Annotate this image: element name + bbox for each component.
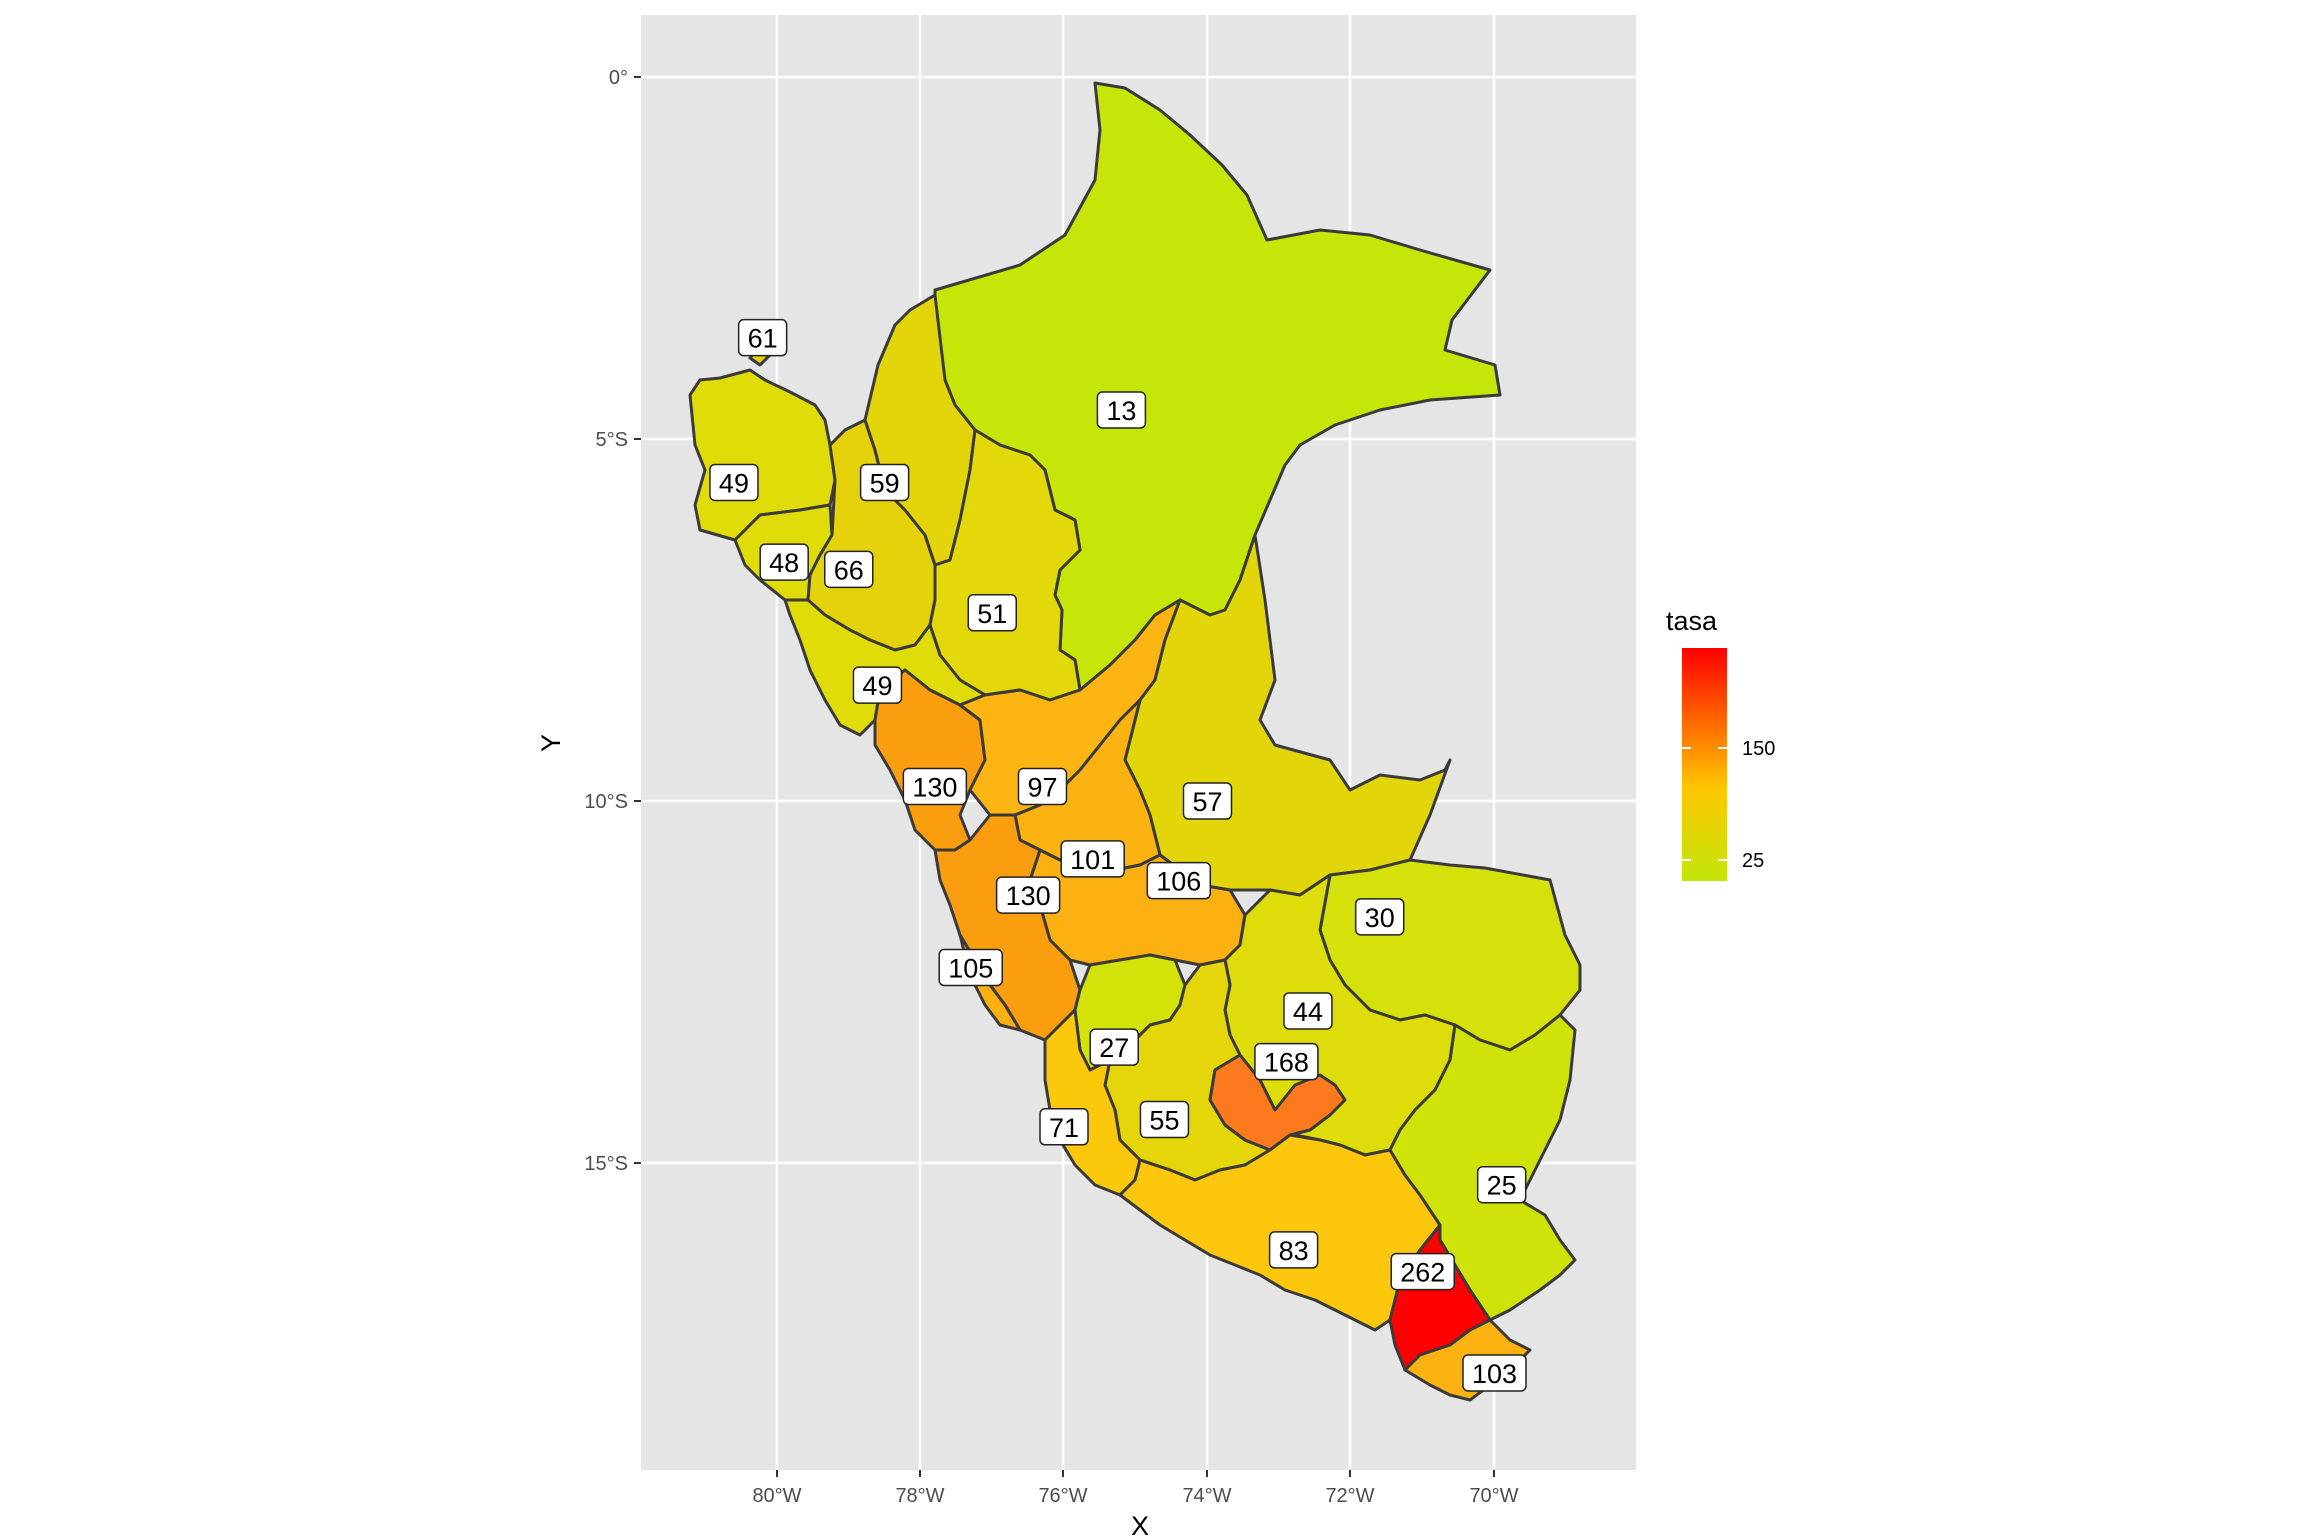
region-value-label: 51 (967, 594, 1017, 632)
region-value-label: 61 (737, 318, 788, 357)
region-value-text: 49 (719, 468, 749, 498)
region-value-label: 101 (1060, 840, 1125, 878)
region-value-box (1039, 1108, 1089, 1146)
x-axis-title: X (1131, 1511, 1149, 1536)
axis-ticks (634, 76, 1495, 1477)
y-tick-label: 10°S (584, 791, 628, 813)
region-value-text: 48 (769, 548, 799, 578)
region-value-box (902, 767, 968, 806)
region-value-box (1283, 992, 1333, 1030)
region-value-box (1182, 782, 1233, 820)
y-tick-label: 5°S (596, 429, 628, 451)
region-value-text: 130 (1006, 881, 1051, 911)
y-tick-label: 0° (609, 67, 628, 89)
region-value-box (852, 666, 903, 704)
region-value-box (1060, 840, 1125, 878)
region-value-label: 57 (1182, 782, 1233, 820)
region-value-box (1268, 1231, 1319, 1269)
region-value-text: 44 (1293, 997, 1323, 1027)
region-value-text: 130 (912, 773, 957, 803)
x-tick-label: 74°W (1182, 1485, 1231, 1507)
region-labels: 61 49 48 66 59 51 49 13 130 97 57 101 106 130 30 105 44 2… (709, 318, 1527, 1392)
region-value-text: 27 (1099, 1033, 1129, 1063)
region-value-text: 106 (1156, 867, 1201, 897)
region-value-label: 106 (1146, 861, 1212, 900)
region-value-text: 13 (1106, 396, 1136, 426)
region-value-text: 168 (1264, 1048, 1309, 1078)
region-value-label: 55 (1139, 1100, 1190, 1139)
region-value-box (1096, 391, 1147, 429)
legend-tick-label: 25 (1742, 850, 1764, 872)
region-value-box (759, 543, 809, 581)
region-value-label: 130 (902, 767, 968, 806)
region-value-label: 262 (1390, 1252, 1455, 1291)
region-value-box (1476, 1165, 1527, 1204)
region-value-text: 59 (870, 468, 900, 498)
region-value-label: 44 (1283, 992, 1333, 1030)
region-value-box (859, 463, 910, 502)
region-value-label: 49 (852, 666, 903, 704)
region-value-box (1139, 1100, 1190, 1139)
region-value-text: 66 (834, 555, 864, 585)
region-value-text: 97 (1027, 773, 1057, 803)
region-value-box (1390, 1252, 1455, 1291)
region-value-text: 25 (1487, 1171, 1517, 1201)
region-value-label: 103 (1462, 1354, 1527, 1392)
x-tick-label: 72°W (1325, 1485, 1374, 1507)
region-value-box (1146, 861, 1212, 900)
region-value-label: 59 (859, 463, 910, 502)
region-value-text: 101 (1070, 845, 1115, 875)
region-value-box (995, 876, 1061, 914)
region-value-box (967, 594, 1017, 632)
legend-title: tasa (1666, 606, 1718, 636)
legend-colorbar (1682, 648, 1727, 881)
region-value-text: 262 (1400, 1258, 1445, 1288)
region-value-label: 66 (824, 550, 874, 589)
region-value-label: 27 (1089, 1028, 1139, 1066)
region-value-text: 83 (1279, 1236, 1309, 1266)
region-value-label: 25 (1476, 1165, 1527, 1204)
region-value-text: 61 (748, 324, 778, 354)
y-tick-label: 15°S (584, 1153, 628, 1175)
region-value-text: 55 (1149, 1106, 1179, 1136)
region-value-label: 97 (1017, 767, 1068, 806)
region-value-text: 30 (1365, 903, 1395, 933)
region-value-label: 30 (1354, 898, 1405, 936)
region-value-text: 71 (1049, 1113, 1079, 1143)
x-tick-label: 78°W (895, 1485, 944, 1507)
region-value-box (1254, 1042, 1319, 1081)
x-tick-label: 80°W (752, 1485, 801, 1507)
region-value-label: 71 (1039, 1108, 1089, 1146)
region-value-label: 168 (1254, 1042, 1319, 1081)
y-axis-title: Y (536, 734, 566, 752)
region-value-label: 49 (709, 463, 759, 502)
region-value-box (1354, 898, 1405, 936)
region-value-text: 57 (1192, 787, 1222, 817)
region-value-label: 105 (938, 948, 1003, 987)
region-value-text: 105 (948, 954, 993, 984)
region-value-text: 51 (977, 599, 1007, 629)
region-value-label: 83 (1268, 1231, 1319, 1269)
region-value-text: 103 (1472, 1359, 1517, 1389)
region-value-box (1017, 767, 1068, 806)
region-value-box (1089, 1028, 1139, 1066)
x-tick-label: 76°W (1038, 1485, 1087, 1507)
region-value-label: 130 (995, 876, 1061, 914)
region-value-box (824, 550, 874, 589)
region-value-box (938, 948, 1003, 987)
x-tick-label: 70°W (1469, 1485, 1518, 1507)
region-value-text: 49 (862, 671, 892, 701)
legend-tick-label: 150 (1742, 738, 1775, 760)
region-value-box (709, 463, 759, 502)
region-value-box (1462, 1354, 1527, 1392)
region-value-label: 48 (759, 543, 809, 581)
region-value-box (737, 318, 788, 357)
region-value-label: 13 (1096, 391, 1147, 429)
